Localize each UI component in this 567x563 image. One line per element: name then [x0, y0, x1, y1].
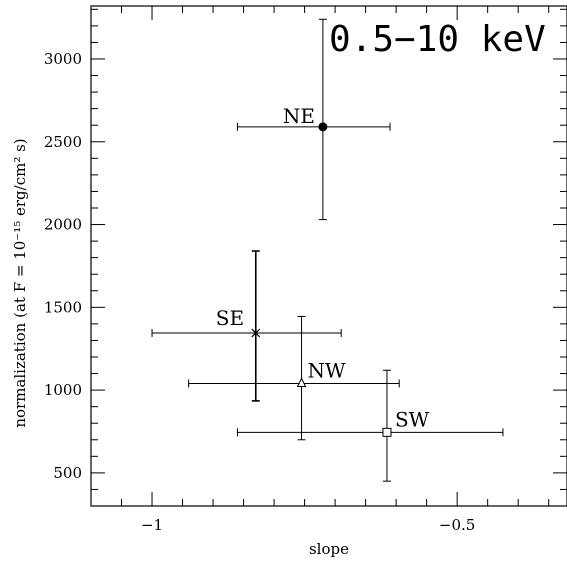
x-tick-label: −0.5: [439, 516, 475, 534]
plot-frame: [90, 5, 567, 507]
x-tick-label: −1: [141, 516, 163, 534]
y-tick-label: 500: [53, 464, 82, 482]
point-labels: NE SE NW SW: [216, 104, 430, 431]
point-label-nw: NW: [308, 358, 347, 382]
marker-filled-circle: [318, 122, 328, 132]
y-tick-label: 1500: [44, 298, 82, 316]
y-axis-title: normalization (at F = 10⁻¹⁵ erg/cm² s): [11, 138, 29, 427]
y-tick-label: 2000: [44, 216, 82, 234]
x-axis-title: slope: [309, 540, 349, 558]
error-bars: [151, 18, 504, 482]
marker-cross: [251, 328, 261, 338]
axis-ticks: −1 −0.5 500 1000 1500 2000 2500 3000: [44, 6, 567, 534]
y-tick-label: 2500: [44, 133, 82, 151]
point-label-ne: NE: [283, 104, 315, 128]
point-label-sw: SW: [395, 407, 430, 431]
y-tick-label: 3000: [44, 50, 82, 68]
y-tick-label: 1000: [44, 381, 82, 399]
energy-band-annotation: 0.5−10 keV: [329, 19, 546, 60]
data-markers: [251, 122, 392, 437]
point-label-se: SE: [216, 306, 244, 330]
marker-triangle: [296, 377, 307, 387]
marker-square: [382, 427, 392, 437]
